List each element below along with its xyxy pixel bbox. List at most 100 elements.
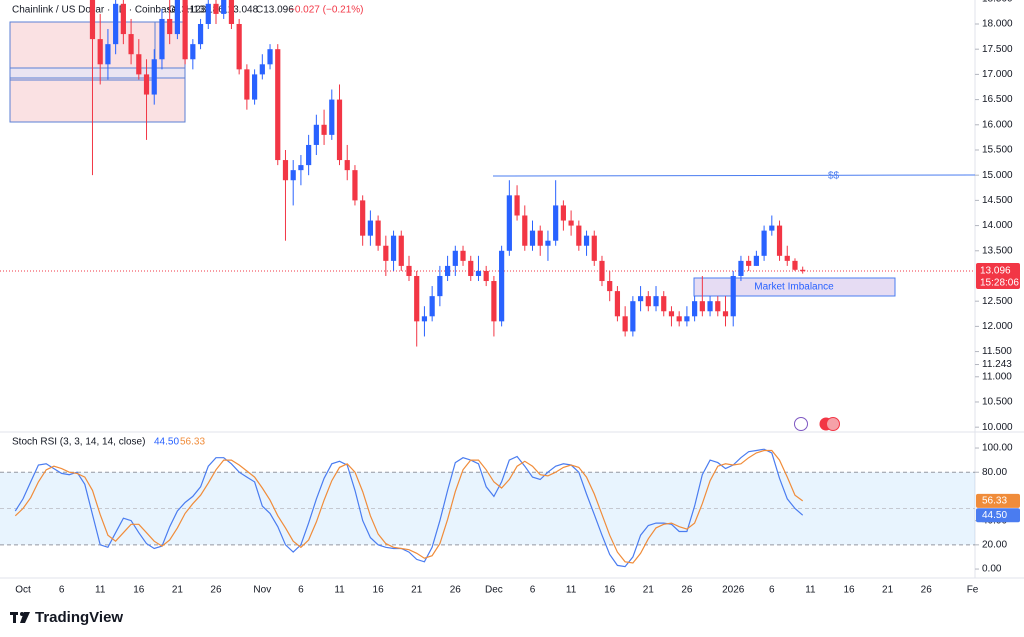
candle-body [468, 260, 474, 276]
candle-body [298, 165, 304, 171]
x-tick-label: 11 [566, 585, 577, 596]
candle-body [738, 260, 744, 276]
candle-body [89, 0, 96, 40]
candle-body [159, 18, 165, 60]
y-tick-label: 18.000 [982, 19, 1013, 30]
x-tick-label: 6 [530, 585, 536, 596]
candle-body [522, 215, 528, 246]
candle-body [699, 301, 705, 312]
y-tick-label: 20.00 [982, 539, 1007, 550]
brand-logo [10, 612, 30, 623]
x-tick-label: 2026 [722, 585, 745, 596]
event-icon[interactable] [826, 417, 840, 431]
brand-name: TradingView [35, 609, 123, 626]
candle-body [545, 240, 551, 246]
candle-body [105, 44, 111, 65]
liquidity-line [492, 174, 975, 177]
candle-body [668, 311, 675, 317]
x-tick-label: 26 [921, 585, 933, 596]
candle-body [560, 205, 566, 221]
candle-body [97, 39, 103, 65]
y-tick-label: 12.000 [982, 321, 1013, 332]
x-tick-label: 11 [95, 585, 106, 596]
rsi-line [14, 448, 804, 568]
candle-body [313, 124, 319, 145]
y-tick-label: 16.000 [982, 119, 1013, 130]
candle-body [661, 296, 667, 312]
candle-body [506, 195, 512, 251]
candle-body [684, 316, 690, 322]
candle-body [792, 260, 798, 270]
countdown-label: 15:28:06 [980, 278, 1019, 289]
candle-body [244, 69, 250, 100]
candle-body [275, 49, 281, 161]
candle-body [653, 296, 659, 307]
ohlc-high: H13.186 [186, 5, 224, 16]
rsi-value-label: 56.33 [982, 496, 1007, 507]
candle-body [120, 3, 126, 35]
x-tick-label: 26 [210, 585, 222, 596]
candle-body [553, 205, 559, 241]
candle-body [213, 3, 219, 14]
candle-body [529, 230, 536, 246]
candle-body [800, 269, 806, 272]
y-tick-label: 14.000 [982, 220, 1013, 231]
candle-body [251, 74, 258, 100]
candle-body [414, 275, 420, 322]
x-tick-label: 26 [450, 585, 462, 596]
candle-body [730, 275, 736, 317]
candle-body [367, 220, 373, 236]
y-tick-label: 12.500 [982, 296, 1013, 307]
candle-body [406, 265, 412, 276]
ohlc-close: C13.096 [256, 5, 294, 16]
candle-body [784, 255, 790, 261]
liquidity-label: $$ [828, 171, 840, 182]
candle-body [776, 225, 783, 256]
imbalance-label: Market Imbalance [754, 282, 834, 293]
y-tick-label: 10.000 [982, 422, 1013, 433]
candle-body [128, 34, 134, 55]
y-tick-label: 17.500 [982, 44, 1013, 55]
y-tick-label: 10.500 [982, 397, 1013, 408]
price-pane [89, 0, 806, 347]
candle-body [753, 255, 759, 266]
x-tick-label: Dec [485, 585, 503, 596]
candle-body [645, 296, 651, 307]
candle-body [375, 220, 381, 246]
y-tick-label: 15.500 [982, 145, 1013, 156]
y-tick-label: 11.500 [982, 346, 1012, 357]
y-tick-label: 18.500 [982, 0, 1013, 4]
x-tick-label: Oct [15, 585, 31, 596]
x-tick-label: 21 [882, 585, 894, 596]
candle-body [267, 49, 273, 65]
candle-body [583, 235, 590, 246]
event-icon[interactable] [794, 417, 808, 431]
y-tick-label: 11.243 [982, 359, 1012, 370]
rsi-value-tag [976, 508, 1020, 523]
candle-body [630, 301, 636, 332]
candle-body [113, 3, 119, 45]
zone-box-outline [9, 21, 156, 81]
candle-body [329, 99, 335, 135]
candle-body [190, 44, 196, 60]
x-tick-label: 26 [681, 585, 693, 596]
x-tick-label: 16 [604, 585, 616, 596]
y-tick-label: 17.000 [982, 69, 1013, 80]
zone-band [9, 67, 186, 79]
candle-body [228, 0, 235, 24]
candle-body [390, 235, 397, 261]
candle-body [692, 301, 698, 317]
candle-body [290, 170, 296, 181]
candle-body [221, 0, 227, 14]
candle-body [259, 64, 265, 75]
candle-body [167, 18, 173, 35]
rsi-k-legend: 44.50 [154, 437, 179, 448]
x-tick-label: Fe [967, 585, 979, 596]
imbalance-box [693, 277, 896, 297]
x-tick-label: 21 [411, 585, 423, 596]
candle-body [444, 265, 451, 276]
x-tick-label: 16 [133, 585, 145, 596]
x-tick-label: Nov [253, 585, 271, 596]
rsi-value-label: 44.50 [982, 510, 1007, 521]
